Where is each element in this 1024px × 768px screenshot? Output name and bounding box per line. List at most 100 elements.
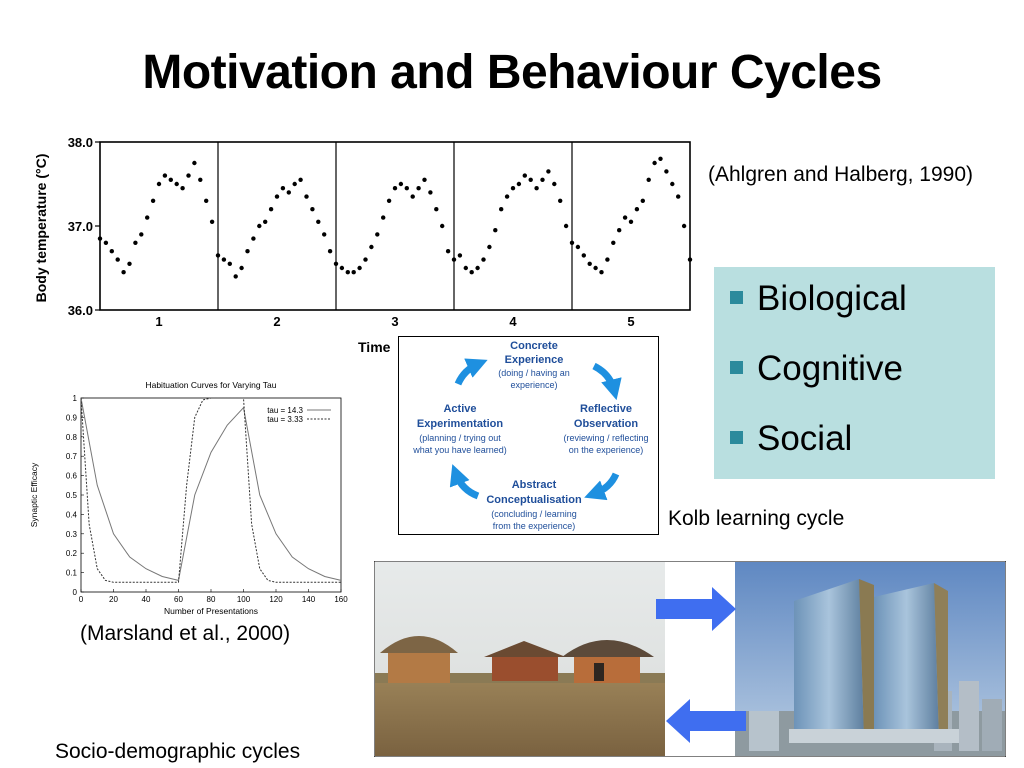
svg-text:Active: Active <box>443 403 476 415</box>
svg-text:Concrete: Concrete <box>510 340 558 352</box>
temperature-point <box>534 186 539 191</box>
kolb-arrow-icon <box>592 362 622 401</box>
temperature-point <box>434 207 439 212</box>
temperature-point <box>339 265 345 271</box>
svg-text:experience): experience) <box>510 380 557 390</box>
temperature-y-axis-label: Body temperature (°C) <box>33 154 49 303</box>
temperature-point <box>628 219 634 224</box>
svg-text:on the experience): on the experience) <box>569 445 644 455</box>
habituation-x-tick-label: 20 <box>109 595 118 604</box>
temperature-point <box>109 249 115 254</box>
svg-text:Experience: Experience <box>505 354 564 366</box>
habituation-y-tick-label: 0.5 <box>66 491 78 500</box>
slide-title: Motivation and Behaviour Cycles <box>142 46 882 99</box>
habituation-plot-frame <box>80 397 342 593</box>
habituation-y-axis-label: Synaptic Efficacy <box>29 462 39 527</box>
temperature-points <box>97 156 693 279</box>
temperature-point <box>304 194 309 199</box>
temperature-point <box>198 177 203 182</box>
temperature-point <box>398 181 404 187</box>
habituation-y-tick-label: 0.7 <box>66 452 78 461</box>
habituation-y-tick-label: 0.3 <box>66 530 78 539</box>
temperature-point <box>522 173 527 178</box>
temperature-point <box>652 160 657 166</box>
svg-text:(planning / trying out: (planning / trying out <box>419 433 501 443</box>
kolb-caption: Kolb learning cycle <box>668 507 845 530</box>
temperature-point <box>504 194 510 199</box>
habituation-x-tick-label: 120 <box>269 595 283 604</box>
temperature-point <box>510 186 516 191</box>
temperature-point <box>563 223 569 229</box>
temperature-point <box>139 232 144 237</box>
temperature-x-tick-label: 5 <box>627 314 634 329</box>
svg-text:Observation: Observation <box>574 418 638 430</box>
temperature-x-tick-label: 4 <box>509 314 517 329</box>
bullet-item-biological: Biological <box>730 279 907 319</box>
temperature-point <box>174 181 179 187</box>
svg-text:Conceptualisation: Conceptualisation <box>486 494 582 506</box>
temperature-point <box>257 223 262 229</box>
svg-text:Abstract: Abstract <box>512 479 557 491</box>
temperature-point <box>369 244 374 250</box>
temperature-y-tick-label: 37.0 <box>68 219 93 234</box>
temperature-point <box>121 270 126 275</box>
temperature-point <box>481 257 486 262</box>
temperature-point <box>658 156 663 161</box>
city-photo <box>735 562 1005 756</box>
temperature-point <box>162 173 168 178</box>
temperature-point <box>634 207 640 212</box>
temperature-point <box>410 194 415 199</box>
temperature-point <box>575 244 581 250</box>
temperature-y-ticks: 36.0 37.0 38.0 <box>68 135 100 318</box>
svg-text:(concluding / learning: (concluding / learning <box>491 509 577 519</box>
temperature-point <box>611 240 616 245</box>
svg-text:(reviewing / reflecting: (reviewing / reflecting <box>563 433 648 443</box>
temperature-point <box>664 169 669 174</box>
left-arrow-icon <box>666 699 746 743</box>
temperature-plot-frame <box>99 141 691 311</box>
temperature-point <box>150 198 156 203</box>
habituation-y-tick-label: 0 <box>73 588 78 597</box>
temperature-point <box>156 181 162 187</box>
square-bullet-icon <box>730 431 743 445</box>
habituation-y-tick-label: 0.2 <box>66 549 78 558</box>
temperature-point <box>386 198 392 203</box>
habituation-x-tick-label: 160 <box>334 595 348 604</box>
temperature-point <box>233 274 238 279</box>
right-arrow-icon <box>656 587 736 631</box>
temperature-y-tick-label: 36.0 <box>68 303 93 318</box>
habituation-x-tick-label: 80 <box>207 595 216 604</box>
temperature-point <box>617 228 622 233</box>
cycle-boundaries <box>217 142 573 310</box>
temperature-point <box>670 181 675 187</box>
temperature-citation: (Ahlgren and Halberg, 1990) <box>708 163 974 186</box>
temperature-point <box>115 257 120 262</box>
habituation-series-line <box>80 397 342 581</box>
habituation-y-tick-label: 0.1 <box>66 569 78 578</box>
kolb-cycle-diagram: Concrete Experience (doing / having an e… <box>398 336 659 535</box>
temperature-point <box>145 215 150 220</box>
temperature-point <box>646 177 651 182</box>
temperature-x-axis-label: Time <box>358 339 391 355</box>
kolb-arrow-icon <box>454 358 488 386</box>
temperature-point <box>322 232 327 237</box>
svg-text:from the experience): from the experience) <box>493 521 576 531</box>
temperature-point <box>445 249 451 254</box>
temperature-point <box>363 257 368 262</box>
temperature-point <box>357 265 362 271</box>
temperature-point <box>451 257 457 262</box>
temperature-point <box>251 236 256 241</box>
kolb-arrow-icon <box>584 472 620 501</box>
temperature-point <box>280 186 286 191</box>
temperature-x-tick-label: 3 <box>391 314 398 329</box>
temperature-x-tick-label: 1 <box>155 314 162 329</box>
temperature-point <box>404 186 409 191</box>
temperature-point <box>263 219 268 224</box>
temperature-point <box>475 265 480 271</box>
habituation-legend-label: tau = 14.3 <box>267 406 303 415</box>
temperature-point <box>499 207 504 212</box>
habituation-x-tick-label: 100 <box>237 595 251 604</box>
square-bullet-icon <box>730 291 743 305</box>
svg-text:(doing / having an: (doing / having an <box>498 368 570 378</box>
svg-text:Experimentation: Experimentation <box>417 418 503 430</box>
